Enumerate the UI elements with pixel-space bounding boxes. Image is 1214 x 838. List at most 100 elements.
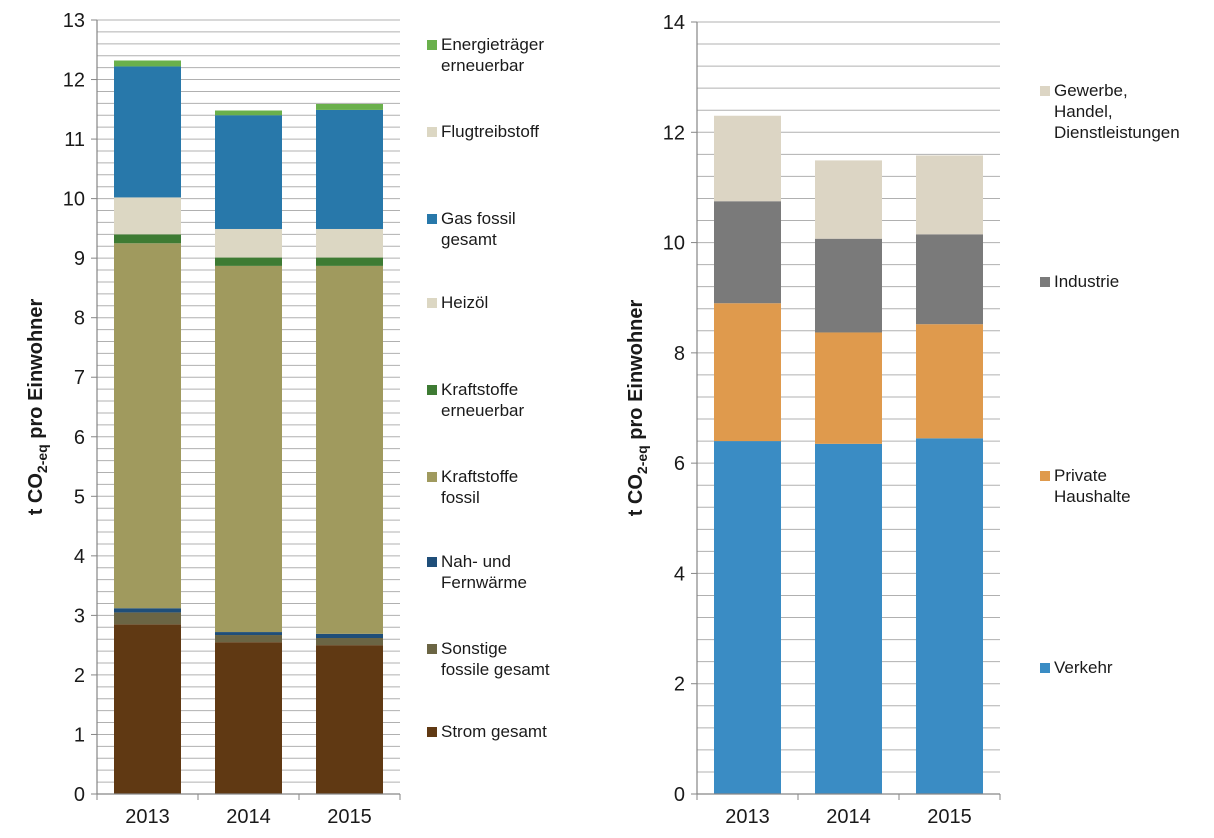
legend-swatch <box>427 727 437 737</box>
bar-segment <box>316 228 383 258</box>
bar-segment <box>815 332 882 444</box>
bar-segment <box>215 228 282 258</box>
x-tick-label: 2014 <box>826 806 871 828</box>
legend-swatch <box>427 644 437 654</box>
legend-swatch <box>427 472 437 482</box>
y-tick-label: 12 <box>663 122 685 144</box>
y-tick-label: 2 <box>74 665 85 687</box>
legend-label: Private <box>1054 466 1107 485</box>
bar-segment <box>916 324 983 439</box>
y-tick-label: 3 <box>74 605 85 627</box>
y-tick-label: 6 <box>674 453 685 475</box>
x-tick-label: 2015 <box>927 806 972 828</box>
bar-segment <box>316 638 383 646</box>
y-tick-label: 7 <box>74 367 85 389</box>
bar-segment <box>215 635 282 643</box>
y-tick-label: 9 <box>74 248 85 270</box>
legend-label: Industrie <box>1054 272 1119 291</box>
legend-label: fossile gesamt <box>441 660 550 679</box>
legend-label: Strom gesamt <box>441 722 547 741</box>
bar-segment <box>215 257 282 266</box>
legend-label: erneuerbar <box>441 401 525 420</box>
bar-segment <box>916 234 983 325</box>
x-tick-label: 2015 <box>327 806 372 828</box>
legend-label: Dienstleistungen <box>1054 123 1180 142</box>
legend-swatch <box>427 214 437 224</box>
bar-segment <box>815 160 882 239</box>
bar-segment <box>114 197 181 235</box>
y-tick-label: 2 <box>674 674 685 696</box>
y-tick-label: 14 <box>663 12 685 34</box>
legend-label: Flugtreibstoff <box>441 122 539 141</box>
legend-label: Energieträger <box>441 35 544 54</box>
bar-segment <box>114 234 181 244</box>
y-tick-label: 10 <box>663 233 685 255</box>
legend-label: Verkehr <box>1054 658 1113 677</box>
bar-segment <box>114 66 181 198</box>
chart-2: 0 2 4 6 8 10 12 14 2013 2014 2015 t CO2-eq pro Einw… <box>625 12 1180 828</box>
legend-label: Gas fossil <box>441 209 516 228</box>
legend-label: Haushalte <box>1054 487 1131 506</box>
y-tick-label: 0 <box>74 784 85 806</box>
legend-label: Kraftstoffe <box>441 380 518 399</box>
legend-label: Handel, <box>1054 102 1113 121</box>
bar-segment <box>316 257 383 266</box>
x-tick-label: 2013 <box>725 806 770 828</box>
y-tick-label: 4 <box>674 563 685 585</box>
legend-label: gesamt <box>441 230 497 249</box>
bar-segment <box>316 103 383 110</box>
bar-segment <box>114 608 181 613</box>
bar-segment <box>114 60 181 67</box>
bar-segment <box>316 633 383 639</box>
y-tick-label: 5 <box>74 486 85 508</box>
bar-segment <box>714 441 781 794</box>
x-tick-label: 2014 <box>226 806 271 828</box>
bar-segment <box>215 632 282 636</box>
bar-segment <box>114 624 181 794</box>
bar-segment <box>916 438 983 794</box>
bar-segment <box>215 642 282 794</box>
bar-segment <box>714 115 781 202</box>
legend-label: fossil <box>441 488 480 507</box>
bar-segment <box>815 238 882 333</box>
bar-segment <box>916 155 983 235</box>
bar-segment <box>714 201 781 304</box>
y-tick-label: 1 <box>74 724 85 746</box>
bar-segment <box>215 265 282 633</box>
y-tick-label: 8 <box>674 343 685 365</box>
legend-swatch <box>427 298 437 308</box>
bar-segment <box>316 645 383 794</box>
y-tick-label: 11 <box>64 129 85 151</box>
y-tick-label: 13 <box>63 10 85 32</box>
legend-swatch <box>1040 471 1050 481</box>
legend-label: Fernwärme <box>441 573 527 592</box>
y-tick-label: 12 <box>63 70 85 92</box>
bar-segment <box>316 109 383 229</box>
legend-swatch <box>1040 663 1050 673</box>
legend-label: Nah- und <box>441 552 511 571</box>
bar-segment <box>215 115 282 229</box>
bar-segment <box>316 265 383 634</box>
legend-label: Heizöl <box>441 293 488 312</box>
y-tick-label: 0 <box>674 784 685 806</box>
y-tick-label: 8 <box>74 308 85 330</box>
y-tick-label: 6 <box>74 427 85 449</box>
legend-label: Gewerbe, <box>1054 81 1128 100</box>
y-tick-label: 10 <box>63 189 85 211</box>
y-axis-title: t CO2-eq pro Einwohner <box>625 300 650 517</box>
bar-segment <box>215 110 282 116</box>
legend-swatch <box>427 40 437 50</box>
bar-segment <box>114 243 181 609</box>
bar-segment <box>815 443 882 794</box>
bar-segment <box>714 303 781 442</box>
legend-label: erneuerbar <box>441 56 525 75</box>
legend-swatch <box>427 385 437 395</box>
bar-segment <box>114 612 181 625</box>
legend-label: Sonstige <box>441 639 507 658</box>
legend-swatch <box>1040 86 1050 96</box>
x-tick-label: 2013 <box>125 806 170 828</box>
y-axis-title: t CO2-eq pro Einwohner <box>25 299 50 516</box>
